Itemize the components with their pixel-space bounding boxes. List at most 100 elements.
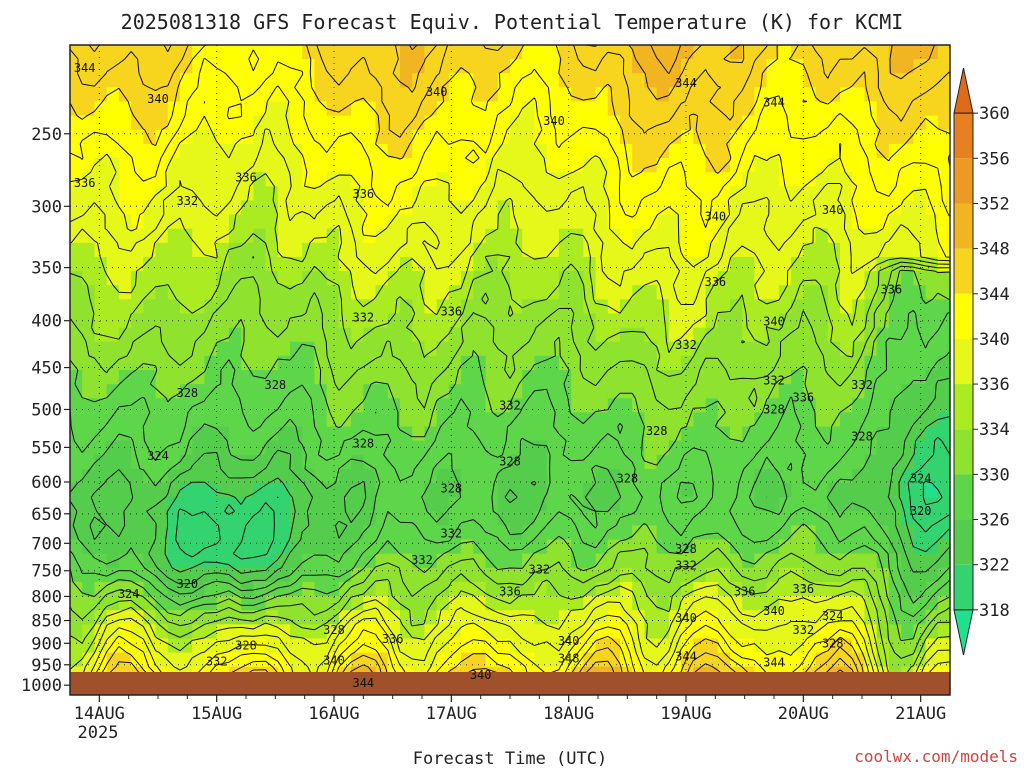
heatmap-cell bbox=[681, 59, 694, 74]
heatmap-cell bbox=[620, 186, 633, 202]
heatmap-cell bbox=[681, 341, 694, 357]
heatmap-cell bbox=[705, 440, 719, 456]
heatmap-cell bbox=[534, 525, 548, 541]
heatmap-cell bbox=[693, 143, 707, 159]
heatmap-cell bbox=[155, 412, 169, 428]
heatmap-cell bbox=[436, 497, 450, 512]
heatmap-cell bbox=[192, 341, 206, 357]
heatmap-cell bbox=[546, 567, 560, 583]
heatmap-cell bbox=[82, 186, 96, 202]
heatmap-cell bbox=[766, 200, 780, 216]
heatmap-cell bbox=[815, 370, 829, 385]
heatmap-cell bbox=[338, 256, 352, 272]
heatmap-cell bbox=[412, 483, 426, 498]
heatmap-cell bbox=[436, 398, 450, 413]
heatmap-cell bbox=[412, 172, 426, 187]
heatmap-cell bbox=[656, 355, 670, 371]
heatmap-cell bbox=[901, 553, 914, 569]
heatmap-cell bbox=[448, 341, 462, 357]
heatmap-cell bbox=[791, 652, 804, 668]
heatmap-cell bbox=[534, 638, 548, 654]
heatmap-cell bbox=[473, 412, 487, 428]
heatmap-cell bbox=[216, 285, 230, 300]
heatmap-cell bbox=[693, 271, 707, 286]
heatmap-cell bbox=[473, 59, 487, 74]
theta-e-fill bbox=[70, 45, 950, 695]
heatmap-cell bbox=[290, 285, 303, 300]
heatmap-cell bbox=[228, 242, 242, 258]
y-tick-label: 350 bbox=[31, 259, 62, 279]
heatmap-cell bbox=[876, 426, 890, 442]
heatmap-cell bbox=[326, 313, 340, 329]
heatmap-cell bbox=[913, 299, 927, 315]
heatmap-cell bbox=[412, 341, 426, 357]
heatmap-cell bbox=[387, 412, 401, 428]
heatmap-cell bbox=[571, 412, 584, 428]
heatmap-cell bbox=[583, 129, 597, 145]
heatmap-cell bbox=[693, 341, 707, 357]
heatmap-cell bbox=[620, 610, 633, 625]
heatmap-cell bbox=[754, 511, 768, 527]
heatmap-cell bbox=[876, 539, 890, 555]
heatmap-cell bbox=[461, 596, 474, 611]
heatmap-cell bbox=[913, 497, 927, 512]
heatmap-cell bbox=[717, 101, 731, 117]
heatmap-cell bbox=[607, 652, 621, 668]
heatmap-cell bbox=[302, 214, 316, 230]
heatmap-cell bbox=[937, 426, 950, 442]
heatmap-cell bbox=[302, 610, 316, 625]
heatmap-cell bbox=[351, 596, 364, 611]
heatmap-cell bbox=[424, 129, 438, 145]
heatmap-cell bbox=[204, 271, 218, 286]
heatmap-cell bbox=[840, 129, 853, 145]
heatmap-cell bbox=[363, 412, 377, 428]
heatmap-cell bbox=[192, 172, 206, 187]
heatmap-cell bbox=[522, 143, 536, 159]
heatmap-cell bbox=[583, 73, 597, 88]
heatmap-cell bbox=[363, 101, 377, 117]
heatmap-cell bbox=[546, 327, 560, 343]
heatmap-cell bbox=[436, 158, 450, 173]
heatmap-cell bbox=[167, 186, 181, 202]
heatmap-cell bbox=[82, 45, 96, 60]
heatmap-cell bbox=[754, 355, 768, 371]
heatmap-cell bbox=[852, 454, 866, 470]
heatmap-cell bbox=[180, 355, 193, 371]
heatmap-cell bbox=[595, 525, 609, 541]
heatmap-cell bbox=[913, 172, 927, 187]
heatmap-cell bbox=[803, 483, 817, 498]
heatmap-cell bbox=[143, 539, 157, 555]
heatmap-cell bbox=[742, 483, 756, 498]
heatmap-cell bbox=[558, 327, 572, 343]
heatmap-cell bbox=[485, 256, 499, 272]
colorbar-band bbox=[954, 113, 973, 159]
heatmap-cell bbox=[290, 341, 303, 357]
heatmap-cell bbox=[412, 242, 426, 258]
heatmap-cell bbox=[497, 497, 511, 512]
heatmap-cell bbox=[387, 553, 401, 569]
heatmap-cell bbox=[656, 370, 670, 385]
heatmap-cell bbox=[546, 525, 560, 541]
heatmap-cell bbox=[595, 299, 609, 315]
heatmap-cell bbox=[351, 172, 364, 187]
heatmap-cell bbox=[558, 581, 572, 597]
heatmap-cell bbox=[118, 45, 132, 60]
heatmap-cell bbox=[607, 45, 621, 60]
heatmap-cell bbox=[94, 398, 108, 413]
heatmap-cell bbox=[70, 384, 83, 399]
contour-line bbox=[70, 233, 950, 682]
heatmap-cell bbox=[742, 610, 756, 625]
heatmap-cell bbox=[302, 59, 316, 74]
heatmap-cell bbox=[118, 567, 132, 583]
heatmap-cell bbox=[302, 525, 316, 541]
heatmap-cell bbox=[937, 214, 950, 230]
heatmap-cell bbox=[913, 412, 927, 428]
heatmap-cell bbox=[632, 468, 646, 484]
heatmap-cell bbox=[901, 525, 914, 541]
heatmap-cell bbox=[522, 186, 536, 202]
heatmap-cell bbox=[510, 299, 523, 315]
heatmap-cell bbox=[265, 610, 279, 625]
heatmap-cell bbox=[558, 468, 572, 484]
heatmap-cell bbox=[717, 483, 731, 498]
